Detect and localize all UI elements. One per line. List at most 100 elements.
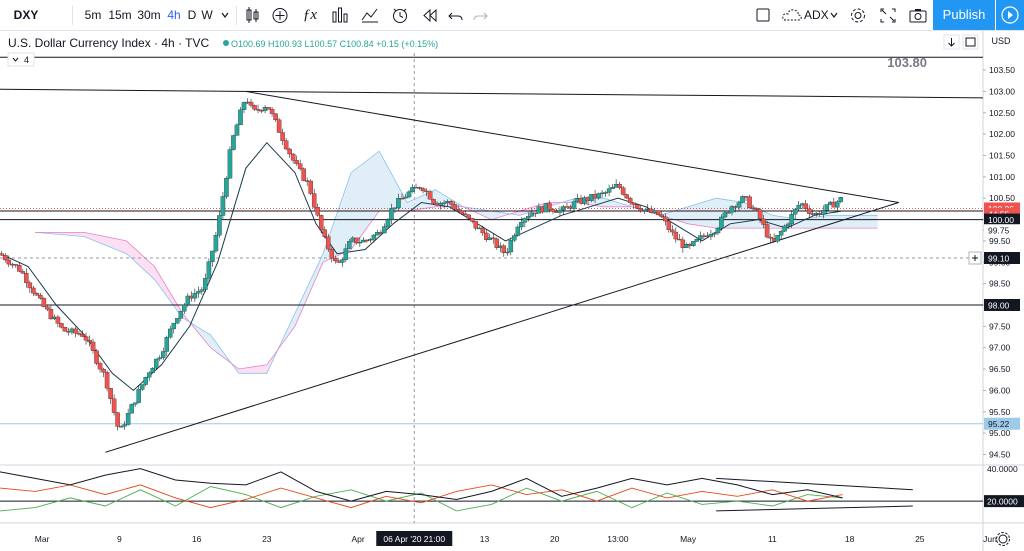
candle-body <box>571 201 577 209</box>
candle-body <box>115 412 120 427</box>
candle-body <box>301 168 306 181</box>
candle-body <box>31 287 36 294</box>
candle-body <box>757 209 763 220</box>
redo-icon[interactable] <box>470 0 490 31</box>
candle-body <box>354 237 359 244</box>
time-tick-label: Mar <box>35 534 50 544</box>
candlestick-icon[interactable] <box>240 0 264 31</box>
candle-body <box>656 210 661 216</box>
candle-body <box>505 251 510 254</box>
interval-d[interactable]: D <box>187 8 197 22</box>
candle-body <box>38 294 43 299</box>
interval-w[interactable]: W <box>201 8 213 22</box>
toolbar-divider <box>236 6 237 25</box>
maximize-pane-button[interactable] <box>962 34 979 50</box>
candle-body <box>73 328 78 334</box>
candle-body <box>680 239 686 248</box>
candle-body <box>631 202 636 205</box>
candle-body <box>182 304 187 312</box>
price-chart[interactable]: 103.50 103.00 102.50 102.00 101.50 101.00 100.… <box>0 31 1024 551</box>
di-plus-line <box>0 486 843 512</box>
candle-body <box>248 101 254 106</box>
interval-15m[interactable]: 15m <box>108 8 132 22</box>
undo-icon[interactable] <box>446 0 466 31</box>
candle-body <box>708 233 714 237</box>
trendlines-layer <box>0 88 984 453</box>
compare-chart-icon[interactable] <box>358 0 382 31</box>
candle-body <box>803 203 808 210</box>
price-tick-label: 103.50 <box>989 65 1015 75</box>
chevron-down-icon[interactable] <box>828 0 840 31</box>
replay-icon[interactable] <box>418 0 442 31</box>
candle-body <box>171 322 177 330</box>
kumo-cloud-segment <box>561 198 878 229</box>
play-icon[interactable] <box>996 0 1024 30</box>
templates-icon[interactable] <box>328 0 352 31</box>
indicators-icon[interactable]: ƒx <box>302 7 318 23</box>
candle-body <box>627 197 633 204</box>
candle-body <box>624 194 629 199</box>
candle-body <box>677 238 682 241</box>
candle-body <box>55 316 61 324</box>
candle-body <box>311 193 317 208</box>
candle-body <box>273 113 278 121</box>
candle-body <box>48 309 54 320</box>
symbol-search[interactable]: DXY <box>13 8 39 22</box>
candle-body <box>638 208 643 212</box>
publish-button[interactable]: Publish <box>933 0 995 30</box>
alert-clock-icon[interactable] <box>388 0 412 31</box>
candle-body <box>838 197 844 202</box>
interval-30m[interactable]: 30m <box>137 8 161 22</box>
candle-body <box>557 209 563 213</box>
candle-body <box>596 193 601 199</box>
collapse-legend-button[interactable] <box>7 52 35 67</box>
chevron-down-icon[interactable] <box>218 0 232 31</box>
candle-body <box>269 109 275 114</box>
gear-icon[interactable] <box>846 0 870 31</box>
cloud-layout-icon[interactable] <box>780 0 804 31</box>
candle-body <box>483 232 489 240</box>
candle-body <box>357 241 363 244</box>
candle-body <box>736 202 742 208</box>
candle-body <box>789 214 794 225</box>
candle-body <box>785 223 791 227</box>
candle-body <box>392 207 398 209</box>
time-tick-label: Apr <box>351 534 364 544</box>
price-tick-label: 103.00 <box>989 86 1015 96</box>
add-compare-icon[interactable] <box>268 0 292 31</box>
candle-body <box>606 188 612 193</box>
time-tick-label: Jun <box>983 534 997 544</box>
candle-body <box>178 311 184 319</box>
fullscreen-square-icon[interactable] <box>752 0 774 31</box>
candle-body <box>441 202 447 204</box>
fullscreen-icon[interactable] <box>876 0 900 31</box>
crosshair-time-label: 06 Apr '20 21:00 <box>383 534 445 544</box>
price-tick-label: 99.50 <box>989 236 1011 246</box>
candle-body <box>448 201 454 205</box>
price-tick-label: 96.00 <box>989 385 1011 395</box>
candles-layer <box>0 98 844 431</box>
candle-body <box>620 187 626 195</box>
interval-5m[interactable]: 5m <box>84 8 102 22</box>
candle-body <box>382 226 387 234</box>
candle-body <box>6 259 12 265</box>
candle-body <box>480 227 485 234</box>
candle-body <box>617 184 622 188</box>
kumo-span-b <box>35 202 878 370</box>
candle-body <box>806 208 812 214</box>
candle-body <box>153 358 159 369</box>
camera-icon[interactable] <box>906 0 930 31</box>
candle-body <box>17 265 22 272</box>
interval-4h[interactable]: 4h <box>167 8 181 22</box>
candle-body <box>371 234 377 240</box>
kumo-cloud-segment <box>38 232 190 323</box>
gear-icon[interactable] <box>998 534 1008 544</box>
trendline <box>0 88 984 99</box>
candle-body <box>227 149 233 179</box>
price-tick-label: 98.50 <box>989 279 1011 289</box>
candle-body <box>160 351 166 358</box>
indicator-name[interactable]: ADX <box>804 8 829 22</box>
candle-body <box>294 160 299 164</box>
price-tick-label: 101.50 <box>989 151 1015 161</box>
candle-body <box>473 221 478 229</box>
